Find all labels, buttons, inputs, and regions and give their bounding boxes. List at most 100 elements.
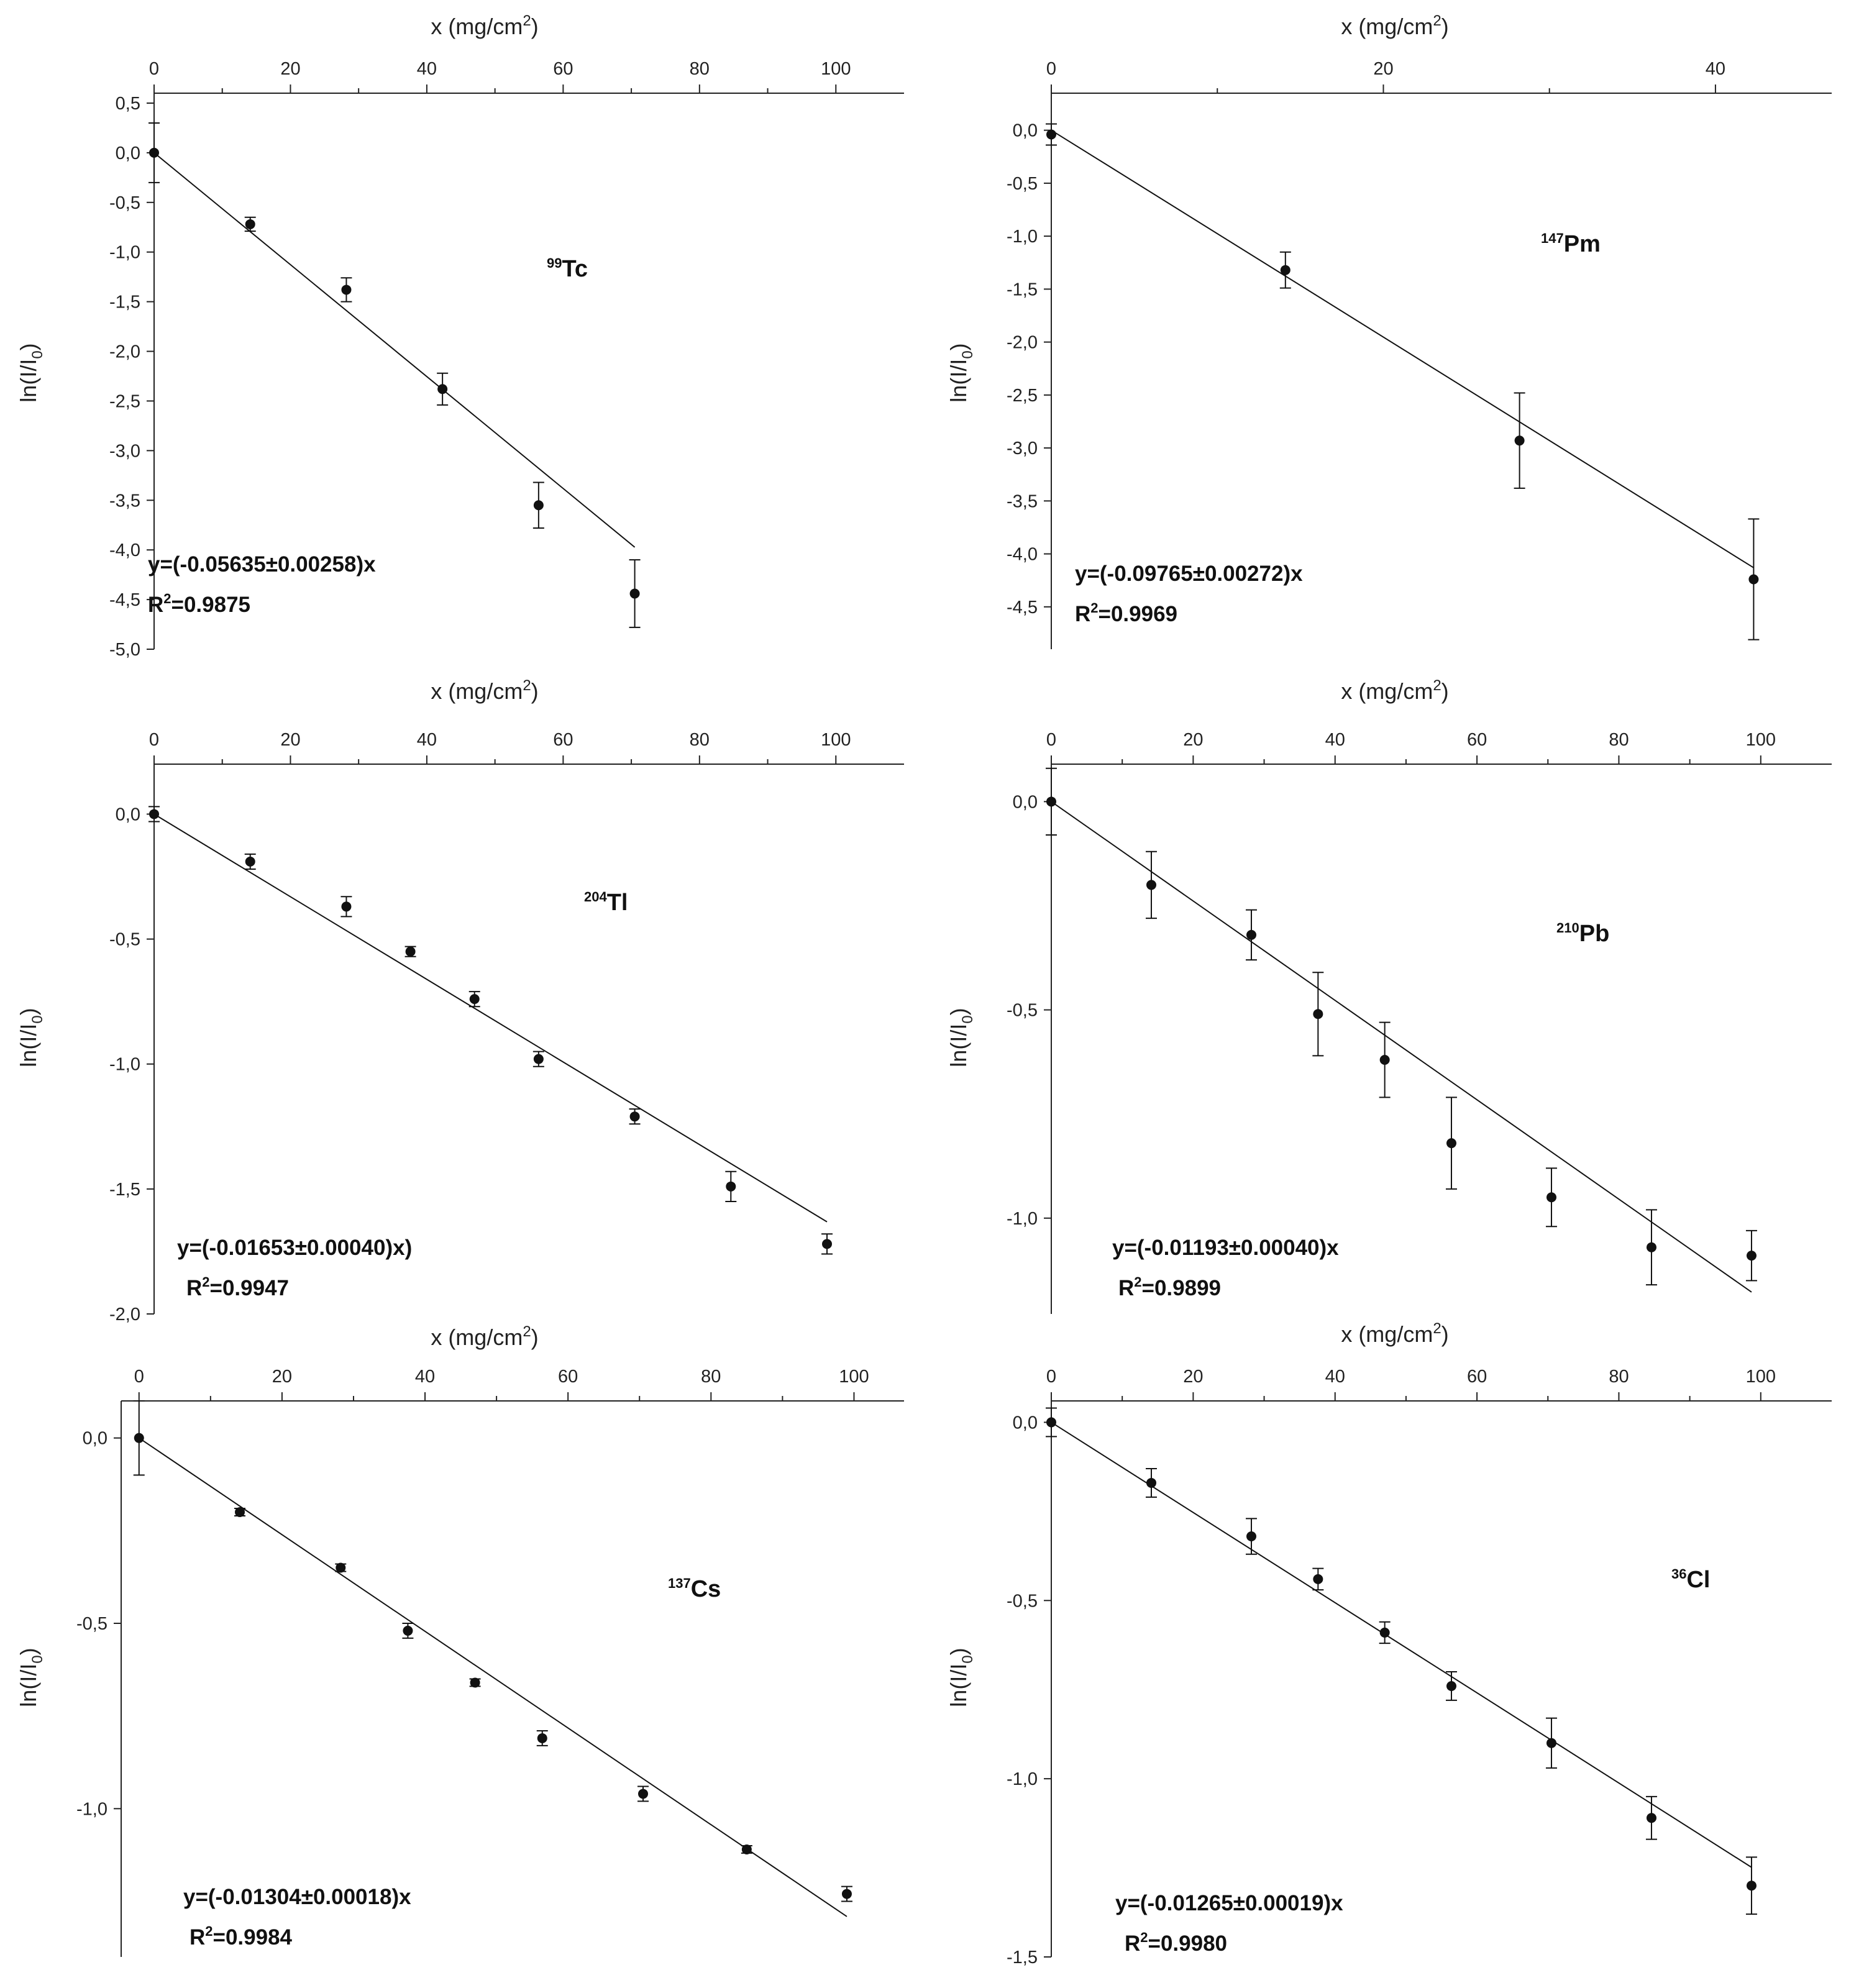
r-squared: R2=0.9969 — [1075, 600, 1177, 626]
data-point — [1746, 1251, 1757, 1261]
x-tick-label: 100 — [821, 59, 851, 79]
data-point — [726, 1181, 736, 1192]
x-tick-label: 100 — [821, 730, 851, 750]
data-point — [1379, 1627, 1390, 1638]
isotope-label: 210Pb — [1556, 920, 1609, 947]
x-tick-label: 20 — [280, 730, 300, 750]
data-point — [1313, 1574, 1323, 1584]
data-point — [134, 1433, 144, 1443]
data-point — [1646, 1813, 1656, 1823]
x-tick-label: 100 — [839, 1367, 869, 1387]
y-tick-label: -1,0 — [1007, 1769, 1038, 1789]
x-axis-title: x (mg/cm2) — [1341, 677, 1448, 704]
y-tick-label: -4,5 — [1007, 598, 1038, 618]
x-tick-label: 80 — [1609, 1367, 1629, 1387]
y-tick-label: -0,5 — [76, 1614, 107, 1634]
x-tick-label: 100 — [1746, 1367, 1776, 1387]
isotope-label: 36Cl — [1671, 1566, 1710, 1593]
fit-equation: y=(-0.01304±0.00018)x — [183, 1885, 411, 1909]
y-tick-label: -5,0 — [109, 640, 140, 660]
y-tick-label: -2,0 — [109, 342, 140, 362]
data-point — [1748, 574, 1759, 585]
y-tick-label: -0,5 — [109, 193, 140, 213]
data-point — [469, 994, 480, 1005]
x-tick-label: 60 — [553, 59, 573, 79]
fit-line — [1051, 801, 1752, 1293]
y-tick-label: -1,5 — [1007, 1948, 1038, 1967]
x-tick-label: 40 — [417, 730, 437, 750]
data-point — [533, 500, 544, 511]
data-point — [437, 384, 448, 394]
x-tick-label: 0 — [149, 59, 159, 79]
data-point — [336, 1562, 346, 1573]
x-tick-label: 0 — [1046, 1367, 1056, 1387]
data-point — [822, 1239, 833, 1249]
y-tick-label: -0,5 — [1007, 174, 1038, 194]
data-point — [741, 1844, 752, 1854]
y-axis-title: ln(I/I0) — [16, 1648, 46, 1707]
data-point — [1280, 265, 1291, 275]
isotope-label: 99Tc — [547, 255, 588, 282]
y-tick-label: -0,5 — [1007, 1591, 1038, 1611]
chart-panel-tc: 0 20 40 60 80 100 0,5 0,0 -0,5 -1,0 -1,5 -2,0 -2,5 -3… — [16, 12, 904, 660]
data-point — [1313, 1009, 1323, 1019]
fit-equation: y=(-0.01265±0.00019)x — [1115, 1891, 1343, 1915]
y-axis-title: ln(I/I0) — [946, 1648, 976, 1707]
fit-equation: y=(-0.09765±0.00272)x — [1075, 562, 1303, 586]
y-tick-label: -2,0 — [109, 1305, 140, 1325]
isotope-label: 137Cs — [668, 1575, 721, 1602]
y-tick-label: -3,5 — [109, 491, 140, 511]
x-tick-label: 100 — [1746, 730, 1776, 750]
data-point — [1546, 1192, 1556, 1203]
y-tick-label: 0,0 — [1013, 792, 1038, 812]
data-point — [629, 1111, 640, 1122]
x-tick-label: 60 — [553, 730, 573, 750]
r-squared: R2=0.9875 — [148, 591, 250, 617]
y-tick-label: -3,5 — [1007, 491, 1038, 511]
data-point — [1446, 1138, 1456, 1149]
x-axis-title: x (mg/cm2) — [431, 1323, 538, 1350]
x-tick-label: 80 — [690, 730, 710, 750]
x-tick-label: 40 — [415, 1367, 435, 1387]
r-squared: R2=0.9984 — [190, 1923, 293, 1949]
y-tick-label: -4,0 — [109, 540, 140, 560]
x-tick-label: 60 — [1467, 730, 1487, 750]
y-tick-label: 0,0 — [116, 805, 140, 824]
x-axis-title: x (mg/cm2) — [431, 677, 538, 704]
x-tick-label: 20 — [1373, 59, 1393, 79]
x-tick-label: 80 — [690, 59, 710, 79]
data-point — [629, 588, 640, 599]
y-tick-label: -1,0 — [109, 1055, 140, 1075]
x-tick-label: 0 — [134, 1367, 144, 1387]
data-point — [1046, 796, 1056, 807]
data-point — [1446, 1680, 1456, 1691]
x-tick-label: 60 — [558, 1367, 578, 1387]
y-tick-label: -0,5 — [1007, 1001, 1038, 1021]
isotope-label: 204Tl — [584, 889, 628, 916]
data-point — [1514, 435, 1525, 446]
y-tick-label: -1,5 — [109, 293, 140, 312]
y-tick-label: -4,5 — [109, 590, 140, 610]
x-axis-title: x (mg/cm2) — [431, 12, 538, 39]
y-tick-label: 0,0 — [1013, 121, 1038, 141]
data-point — [403, 1625, 413, 1636]
r-squared: R2=0.9947 — [186, 1274, 289, 1300]
y-axis-title: ln(I/I0) — [16, 1008, 46, 1067]
x-tick-label: 40 — [1706, 59, 1725, 79]
data-point — [149, 809, 159, 819]
chart-panel-cl: 0 20 40 60 80 100 0,0 -0,5 -1,0 -1,5 x (mg/cm2) ln(… — [946, 1320, 1832, 1967]
data-point — [149, 147, 159, 158]
data-point — [405, 946, 416, 957]
fit-line — [153, 152, 636, 548]
y-tick-label: 0,5 — [116, 94, 140, 114]
data-point — [841, 1889, 852, 1899]
y-tick-label: -3,0 — [109, 441, 140, 461]
x-tick-label: 40 — [417, 59, 437, 79]
y-tick-label: -2,5 — [1007, 386, 1038, 406]
y-tick-label: -1,0 — [109, 243, 140, 263]
y-tick-label: -1,0 — [1007, 1209, 1038, 1229]
chart-panel-tl: 0 20 40 60 80 100 0,0 -0,5 -1,0 -1,5 -2,0 x (mg/cm2… — [16, 677, 904, 1325]
y-axis-title: ln(I/I0) — [16, 343, 46, 402]
data-point — [1246, 929, 1256, 940]
